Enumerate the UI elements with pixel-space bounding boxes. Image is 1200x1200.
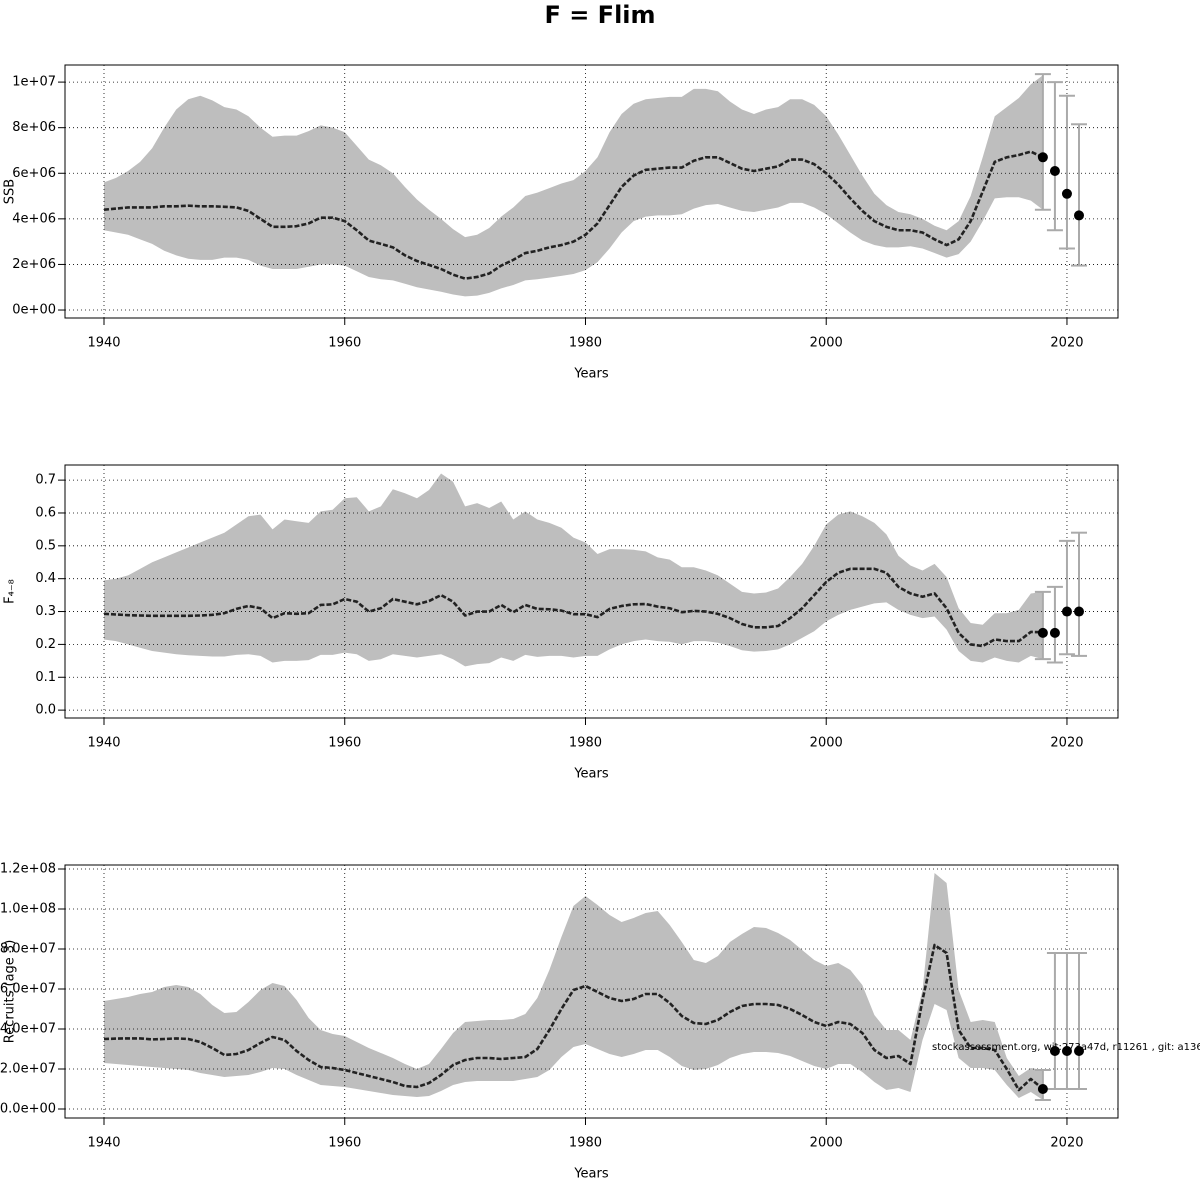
y-tick-label: 8e+06 bbox=[12, 120, 56, 135]
y-tick-label: 8.0e+07 bbox=[0, 942, 56, 957]
y-tick-label: 0.6 bbox=[35, 505, 56, 520]
estimate-line bbox=[103, 567, 1043, 648]
forecast-point bbox=[1074, 606, 1084, 617]
x-tick-label: 2020 bbox=[1050, 736, 1083, 751]
estimate-line bbox=[103, 150, 1044, 280]
x-tick-label: 1940 bbox=[87, 736, 120, 751]
y-tick-label: 1e+07 bbox=[12, 75, 56, 90]
y-axis-label: SSB bbox=[3, 179, 18, 204]
annotation: stockassessment.org, wit:273a47d, r11261… bbox=[932, 1042, 1200, 1053]
x-tick-label: 2000 bbox=[810, 1136, 843, 1151]
x-tick-label: 1960 bbox=[328, 336, 361, 351]
x-tick-label: 1940 bbox=[87, 336, 120, 351]
confidence-band bbox=[104, 75, 1043, 297]
x-axis-label: Years bbox=[573, 767, 609, 782]
y-tick-label: 4e+06 bbox=[12, 211, 56, 226]
y-tick-label: 6e+06 bbox=[12, 166, 56, 181]
forecast-point bbox=[1037, 152, 1048, 163]
x-axis-label: Years bbox=[573, 367, 609, 382]
x-axis-label: Years bbox=[573, 1167, 609, 1182]
x-tick-label: 2020 bbox=[1050, 336, 1083, 351]
y-tick-label: 2e+06 bbox=[12, 257, 56, 272]
x-tick-label: 2000 bbox=[810, 336, 843, 351]
y-tick-label: 6.0e+07 bbox=[0, 982, 56, 997]
y-tick-label: 4.0e+07 bbox=[0, 1022, 56, 1037]
forecast-point bbox=[1037, 1084, 1048, 1094]
y-axis-label: F₄₋₈ bbox=[3, 579, 18, 604]
y-tick-label: 0.0 bbox=[35, 703, 56, 718]
x-tick-label: 2020 bbox=[1050, 1136, 1083, 1151]
forecast-point bbox=[1074, 210, 1084, 221]
y-axis-label: Recruits (age 3) bbox=[3, 940, 18, 1044]
plot-frame bbox=[64, 64, 1119, 319]
plot-frame bbox=[64, 464, 1119, 719]
y-tick-label: 0.2 bbox=[35, 637, 56, 652]
forecast-point bbox=[1061, 606, 1072, 617]
y-tick-label: 0.7 bbox=[35, 473, 56, 488]
forecast-point bbox=[1049, 627, 1060, 638]
y-tick-label: 0.3 bbox=[35, 604, 56, 619]
forecast-point bbox=[1061, 188, 1072, 199]
y-tick-label: 0.0e+00 bbox=[0, 1102, 56, 1117]
y-tick-label: 1.0e+08 bbox=[0, 902, 56, 917]
x-tick-label: 1980 bbox=[569, 336, 602, 351]
forecast-point bbox=[1061, 1046, 1072, 1056]
forecast-point bbox=[1037, 627, 1048, 638]
y-tick-label: 2.0e+07 bbox=[0, 1062, 56, 1077]
x-tick-label: 1960 bbox=[328, 1136, 361, 1151]
confidence-band bbox=[104, 873, 1043, 1100]
x-tick-label: 1940 bbox=[87, 1136, 120, 1151]
confidence-band bbox=[104, 473, 1043, 667]
forecast-point bbox=[1049, 1046, 1060, 1056]
y-tick-label: 0e+00 bbox=[12, 303, 56, 318]
y-tick-label: 0.4 bbox=[35, 571, 56, 586]
estimate-line bbox=[103, 943, 1044, 1092]
x-tick-label: 1980 bbox=[569, 1136, 602, 1151]
plot-frame bbox=[64, 864, 1119, 1119]
y-tick-label: 0.5 bbox=[35, 538, 56, 553]
x-tick-label: 1960 bbox=[328, 736, 361, 751]
x-tick-label: 1980 bbox=[569, 736, 602, 751]
forecast-point bbox=[1049, 165, 1060, 176]
chart-title: F = Flim bbox=[544, 1, 655, 29]
forecast-point bbox=[1074, 1046, 1084, 1056]
y-tick-label: 1.2e+08 bbox=[0, 862, 56, 877]
x-tick-label: 2000 bbox=[810, 736, 843, 751]
y-tick-label: 0.1 bbox=[35, 670, 56, 685]
